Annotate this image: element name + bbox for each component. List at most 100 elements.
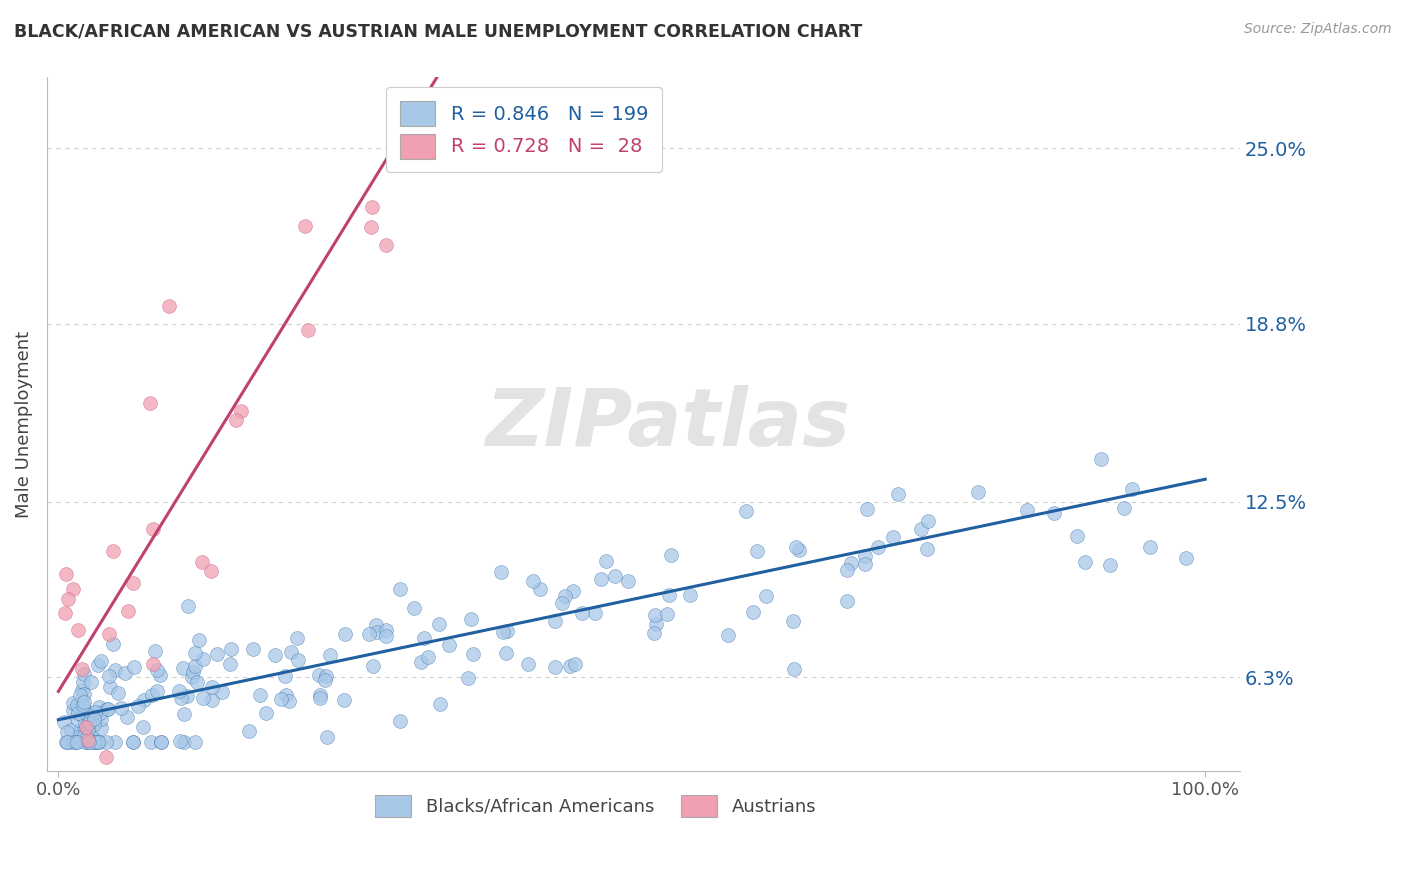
Point [73, 716, 96, 731]
Point [72, 675, 94, 690]
Point [87, 700, 110, 714]
Point [122, 735, 145, 749]
Point [561, 583, 583, 598]
Point [1099, 558, 1122, 572]
Point [186, 675, 208, 690]
Point [661, 548, 683, 562]
Text: ZIPatlas: ZIPatlas [485, 385, 849, 463]
Point [461, 647, 484, 661]
Point [1174, 551, 1197, 566]
Point [55, 567, 77, 582]
Point [207, 647, 229, 661]
Point [65, 735, 87, 749]
Point [274, 668, 297, 682]
Point [150, 735, 173, 749]
Point [73, 701, 96, 715]
Point [374, 629, 396, 643]
Point [67, 623, 90, 637]
Point [172, 661, 194, 675]
Point [835, 594, 858, 608]
Point [169, 734, 191, 748]
Point [783, 662, 806, 676]
Point [297, 323, 319, 337]
Point [1121, 482, 1143, 496]
Point [402, 600, 425, 615]
Point [169, 684, 191, 698]
Point [96, 749, 118, 764]
Point [66, 735, 89, 749]
Point [55, 735, 77, 749]
Point [76, 730, 98, 744]
Point [56, 724, 79, 739]
Point [882, 530, 904, 544]
Point [571, 606, 593, 620]
Point [492, 625, 515, 640]
Point [67, 706, 90, 720]
Point [364, 618, 387, 632]
Point [145, 684, 167, 698]
Point [361, 200, 384, 214]
Point [735, 504, 758, 518]
Point [97, 627, 120, 641]
Point [308, 667, 330, 681]
Point [319, 648, 342, 663]
Point [583, 606, 606, 620]
Point [388, 582, 411, 596]
Point [1043, 506, 1066, 520]
Point [678, 588, 700, 602]
Point [97, 702, 120, 716]
Point [917, 514, 939, 528]
Point [94, 735, 117, 749]
Point [1139, 540, 1161, 554]
Point [104, 663, 127, 677]
Point [375, 238, 398, 252]
Point [439, 638, 461, 652]
Point [270, 692, 292, 706]
Point [1017, 502, 1039, 516]
Point [176, 599, 198, 614]
Point [644, 607, 666, 622]
Point [589, 572, 612, 586]
Point [104, 735, 127, 749]
Point [366, 625, 388, 640]
Point [359, 627, 381, 641]
Point [56, 592, 79, 607]
Point [73, 729, 96, 743]
Point [193, 690, 215, 705]
Point [782, 614, 804, 628]
Point [201, 681, 224, 695]
Point [184, 735, 207, 749]
Point [59, 735, 82, 749]
Point [90, 721, 112, 735]
Point [59, 723, 82, 737]
Point [89, 735, 111, 749]
Point [181, 665, 204, 679]
Point [855, 549, 877, 563]
Point [308, 691, 330, 706]
Point [110, 701, 132, 715]
Point [73, 688, 96, 702]
Point [274, 688, 297, 702]
Point [142, 657, 165, 671]
Point [645, 617, 668, 632]
Point [868, 540, 890, 554]
Point [742, 605, 765, 619]
Point [316, 730, 339, 744]
Legend: Blacks/African Americans, Austrians: Blacks/African Americans, Austrians [368, 788, 824, 824]
Point [644, 626, 666, 640]
Point [408, 6, 430, 21]
Point [211, 684, 233, 698]
Point [80, 726, 103, 740]
Point [70, 683, 93, 698]
Point [785, 540, 807, 554]
Point [333, 693, 356, 707]
Point [558, 659, 581, 673]
Point [309, 688, 332, 702]
Point [83, 717, 105, 731]
Point [218, 657, 240, 671]
Point [360, 219, 382, 234]
Point [84, 735, 107, 749]
Point [249, 688, 271, 702]
Point [97, 669, 120, 683]
Point [101, 544, 124, 558]
